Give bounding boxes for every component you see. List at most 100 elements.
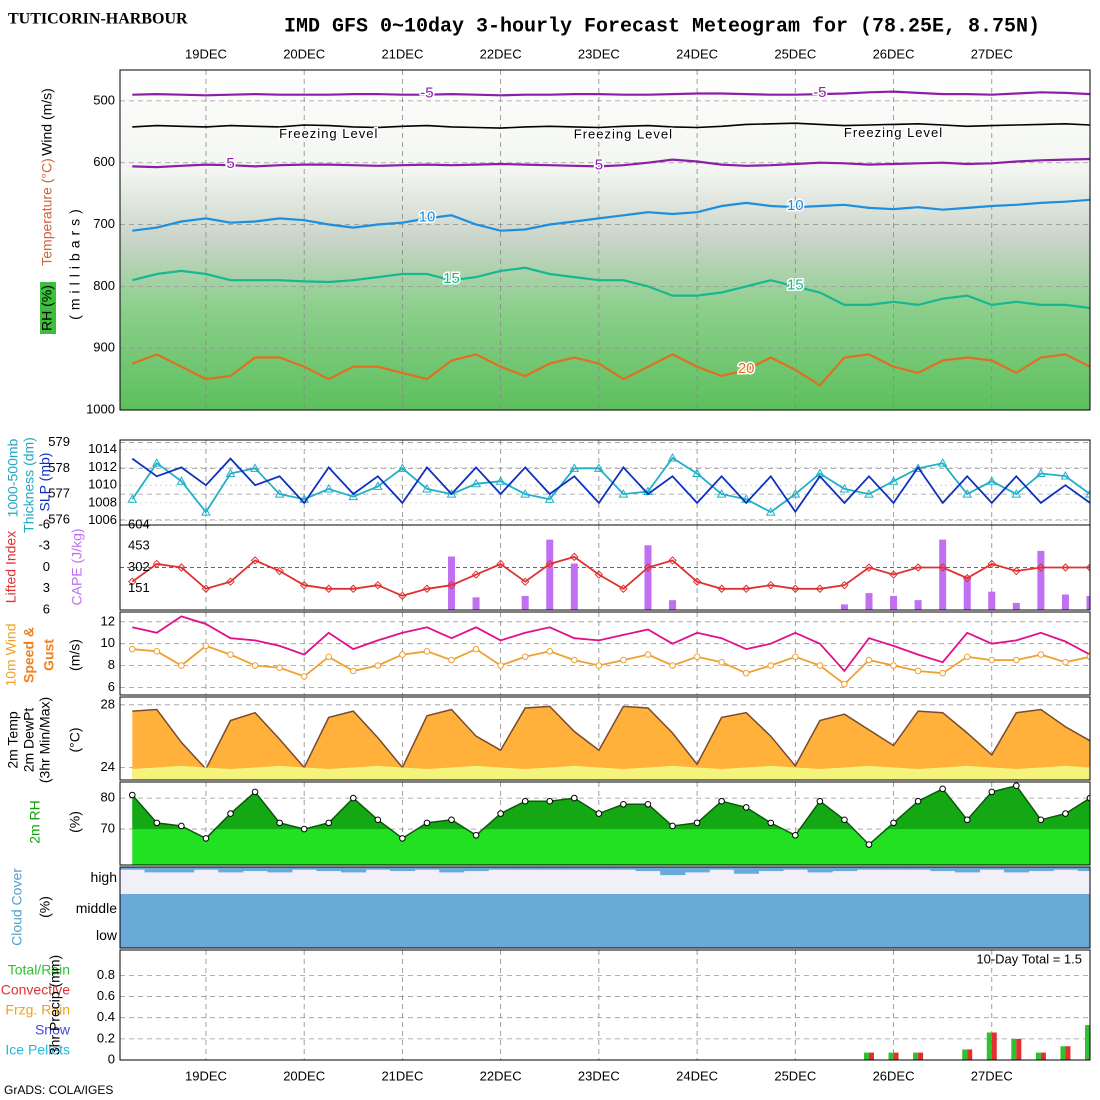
cloud-bar [930, 867, 956, 872]
cloud-bar [954, 894, 980, 921]
cloud-bar [758, 921, 784, 948]
point-marker [619, 584, 628, 593]
cloud-bar [1004, 867, 1030, 873]
point-marker [176, 476, 187, 485]
x-tick-label: 26DEC [873, 1068, 915, 1083]
point-marker [841, 816, 848, 824]
point-marker [495, 476, 506, 485]
axis-label: Thickness (dm) [21, 437, 37, 533]
cloud-bar [807, 867, 833, 873]
precip-bar [986, 1032, 992, 1060]
isotherm-line [132, 198, 1090, 232]
point-marker [178, 662, 185, 669]
cloud-level-label: low [96, 927, 118, 943]
y-tick-label: 0 [43, 559, 50, 574]
cloud-bar [979, 867, 1005, 870]
bar [669, 600, 677, 610]
point-marker [399, 835, 406, 842]
cloud-bar [684, 894, 710, 921]
cloud-bar [1028, 921, 1054, 948]
legend-entry: Convective [1, 982, 70, 998]
point-marker [274, 489, 285, 498]
cloud-bar [316, 921, 342, 948]
panel-frame [119, 524, 1091, 611]
x-tick-label: 24DEC [676, 1068, 718, 1083]
bar [840, 604, 848, 610]
isotherm-line [132, 266, 1090, 310]
point-marker [275, 566, 284, 576]
panel-frame [119, 69, 1091, 411]
x-tick-label: 21DEC [381, 46, 423, 61]
point-marker [348, 491, 359, 501]
cloud-bar [291, 867, 317, 870]
y-tick-label: 576 [48, 511, 70, 526]
point-marker [718, 797, 725, 805]
cloud-bar [414, 921, 440, 948]
cloud-level-label: middle [76, 900, 117, 916]
x-tick-label: 24DEC [676, 46, 718, 61]
point-marker [620, 800, 627, 808]
point-marker [325, 653, 333, 661]
legend-entry: Snow [35, 1022, 71, 1038]
panel-background [120, 70, 1090, 410]
cloud-bar [1028, 894, 1054, 921]
cloud-bar [1077, 867, 1090, 872]
point-marker [816, 797, 824, 805]
point-marker [692, 577, 702, 586]
y2-tick-label: 1014 [88, 441, 117, 456]
point-marker [496, 559, 505, 569]
cloud-bar [365, 921, 391, 948]
cloud-bar [414, 867, 440, 870]
cloud-bar [488, 921, 514, 948]
axis-label: Speed & [21, 627, 37, 683]
point-marker [201, 584, 211, 593]
cloud-bar [881, 921, 907, 948]
point-marker [963, 573, 972, 583]
axis-label: Temperature (°C) [39, 158, 55, 266]
cloud-bar [365, 867, 391, 870]
cloud-bar [979, 921, 1005, 948]
cloud-bar [242, 867, 268, 872]
point-marker [841, 680, 848, 688]
precip-bar [893, 1052, 899, 1060]
y-tick-label: 800 [93, 278, 115, 293]
cloud-bar [660, 921, 686, 948]
point-marker [571, 794, 578, 802]
point-marker [324, 584, 333, 593]
y-tick-label: 0 [108, 1051, 115, 1066]
cloud-bar [1053, 894, 1079, 921]
y2-tick-label: 453 [128, 538, 150, 553]
legend-entry: Frzg. Rain [5, 1002, 70, 1018]
point-marker [546, 648, 554, 655]
panel-7 [120, 950, 1090, 1060]
y2-tick-label: 604 [128, 516, 150, 531]
cloud-bar [1004, 894, 1030, 921]
station-name: TUTICORIN-HARBOUR [8, 11, 188, 28]
cloud-bar [488, 894, 514, 921]
y-tick-label: 10 [101, 635, 115, 650]
x-tick-label: 22DEC [480, 46, 522, 61]
point-marker [717, 584, 726, 593]
axis-label: 1000-500mb [5, 438, 21, 517]
cloud-bar [660, 894, 686, 921]
point-marker [840, 581, 849, 590]
cloud-bar [193, 921, 219, 948]
point-marker [987, 559, 996, 569]
point-marker [1013, 782, 1020, 790]
series-line [131, 457, 1090, 514]
point-marker [300, 673, 308, 680]
point-marker [815, 584, 825, 593]
point-marker [767, 819, 775, 827]
point-marker [128, 577, 137, 586]
cloud-bar [635, 921, 661, 948]
axis-label: (3hr Min/Max) [37, 697, 53, 783]
axis-label: 2m Temp [5, 711, 21, 769]
cloud-bar [390, 894, 416, 921]
cloud-bar [218, 867, 244, 873]
cloud-bar [341, 867, 367, 873]
cloud-bar [930, 921, 956, 948]
cloud-bar [1028, 867, 1054, 872]
point-marker [446, 489, 457, 498]
point-marker [521, 653, 529, 661]
point-marker [890, 819, 897, 827]
